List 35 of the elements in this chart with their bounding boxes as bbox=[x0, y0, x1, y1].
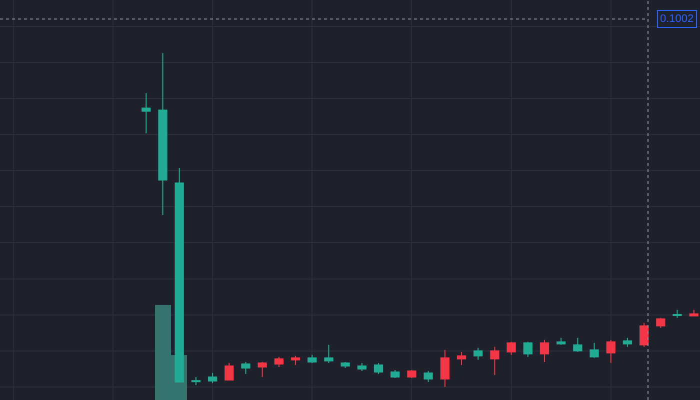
candlestick bbox=[357, 362, 366, 372]
candlestick bbox=[324, 344, 334, 364]
candlestick bbox=[142, 92, 151, 134]
candlestick bbox=[407, 369, 416, 378]
candlestick bbox=[640, 322, 649, 348]
candlestick bbox=[224, 362, 234, 380]
candlestick bbox=[573, 337, 582, 352]
candlestick bbox=[374, 362, 384, 374]
candlestick bbox=[456, 351, 466, 366]
candlestick bbox=[523, 341, 532, 358]
candlestick bbox=[440, 349, 450, 388]
candlestick bbox=[258, 361, 267, 378]
candlestick bbox=[656, 317, 666, 328]
candlestick bbox=[274, 356, 284, 368]
candlestick bbox=[672, 309, 682, 318]
candlestick bbox=[158, 52, 168, 216]
candlestick bbox=[308, 354, 317, 364]
candlestick bbox=[490, 346, 500, 376]
text: 0.1002 bbox=[660, 13, 694, 25]
candlestick bbox=[191, 376, 201, 386]
candlestick bbox=[689, 309, 698, 316]
candlestick bbox=[390, 369, 400, 378]
candlestick bbox=[424, 370, 433, 382]
candlestick bbox=[208, 372, 218, 384]
candlestick bbox=[556, 337, 566, 346]
candlestick bbox=[340, 361, 350, 368]
candlestick bbox=[506, 341, 516, 356]
candlestick bbox=[606, 339, 616, 364]
candlestick bbox=[290, 355, 300, 366]
candlestick bbox=[540, 339, 550, 362]
candlestick bbox=[241, 361, 250, 374]
candlestick bbox=[174, 167, 184, 382]
candlestick bbox=[474, 347, 483, 360]
candlestick bbox=[590, 342, 599, 358]
candlestick bbox=[622, 337, 632, 348]
